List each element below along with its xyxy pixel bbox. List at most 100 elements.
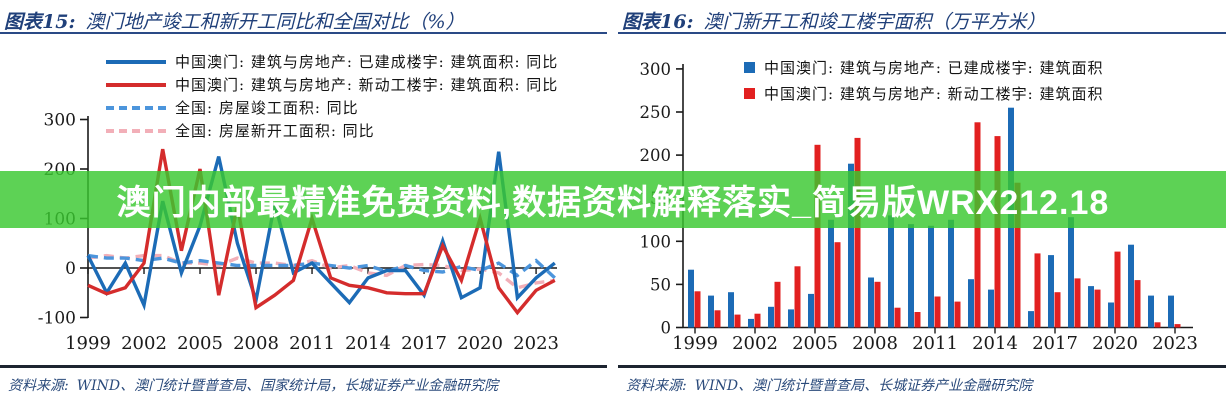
bar-new-starts [1134, 280, 1141, 328]
bar-completed [768, 306, 774, 328]
right-figure-label: 图表16: [622, 11, 694, 33]
left-source-text: WIND、澳门统计暨普查局、国家统计局，长城证券产业金融研究院 [76, 378, 499, 394]
legend-item: 中国澳门: 建筑与房地产: 已建成楼宇: 建筑面积 [744, 54, 1103, 80]
bar-completed [1168, 295, 1174, 328]
bar-completed [1108, 302, 1114, 328]
left-x-tick-label: 2014 [345, 333, 391, 354]
bar-new-starts [774, 281, 781, 328]
bar-completed [928, 225, 934, 328]
bar-new-starts [1074, 278, 1081, 328]
right-x-tick-label: 1999 [672, 333, 718, 354]
bar-completed [748, 318, 754, 328]
right-x-tick-label: 2023 [1152, 333, 1198, 354]
left-title-underline [0, 32, 607, 34]
bar-new-starts [754, 313, 761, 328]
bar-completed [888, 215, 894, 328]
right-title-text: 澳门新开工和竣工楼宇面积（万平方米） [703, 11, 1046, 33]
bar-completed [1048, 255, 1054, 328]
legend-line-sample [106, 59, 166, 64]
left-series-1 [87, 148, 556, 316]
bar-completed [708, 295, 714, 328]
left-y-tick-label: 0 [65, 259, 76, 279]
right-title-underline [618, 32, 1226, 34]
right-y-tick-label: 100 [640, 232, 672, 251]
bar-new-starts [734, 314, 741, 328]
bar-completed [688, 269, 694, 328]
right-y-tick-label: 250 [640, 103, 672, 122]
bar-completed [948, 219, 954, 328]
right-source-rule [618, 365, 1226, 368]
right-y-tick-label: 300 [640, 60, 672, 79]
bar-completed [1148, 295, 1154, 328]
bar-new-starts [854, 137, 861, 328]
overlay-banner: 澳门内部最精准免费资料,数据资料解释落实_简易版WRX212.18 [0, 171, 1226, 228]
legend-item: 中国澳门: 建筑与房地产: 新动工楼宇: 建筑面积: 同比 [106, 73, 558, 96]
bar-new-starts [934, 296, 941, 328]
right-y-tick-label: 50 [650, 275, 671, 294]
right-source-line: 资料来源: WIND、澳门统计暨普查局、长城证券产业金融研究院 [626, 375, 1032, 395]
overlay-banner-text: 澳门内部最精准免费资料,数据资料解释落实_简易版WRX212.18 [116, 184, 1110, 222]
left-y-tick-label: -100 [38, 309, 76, 329]
left-x-tick-label: 1999 [65, 333, 111, 354]
right-source-label: 资料来源: [626, 378, 687, 394]
left-source-line: 资料来源: WIND、澳门统计暨普查局、国家统计局，长城证券产业金融研究院 [8, 375, 498, 395]
legend-item: 中国澳门: 建筑与房地产: 新动工楼宇: 建筑面积 [744, 80, 1103, 106]
right-chart-legend: 中国澳门: 建筑与房地产: 已建成楼宇: 建筑面积 中国澳门: 建筑与房地产: 新… [744, 54, 1103, 106]
legend-line-sample [106, 82, 166, 87]
legend-line-sample [106, 128, 166, 133]
left-chart-legend: 中国澳门: 建筑与房地产: 已建成楼宇: 建筑面积: 同比中国澳门: 建筑与房地… [106, 50, 558, 142]
right-y-tick-label: 200 [640, 146, 672, 165]
legend-line-sample [106, 105, 166, 110]
bar-new-starts [834, 242, 841, 328]
right-x-tick-label: 2011 [912, 333, 958, 354]
left-x-tick-label: 2008 [233, 333, 279, 354]
legend-label: 中国澳门: 建筑与房地产: 已建成楼宇: 建筑面积: 同比 [175, 53, 559, 71]
bar-new-starts [894, 307, 901, 328]
left-y-tick-label: 300 [44, 111, 76, 131]
bar-new-starts [1034, 253, 1041, 328]
left-x-tick-label: 2020 [457, 333, 503, 354]
left-x-tick-label: 2011 [289, 333, 335, 354]
bar-new-starts [1094, 289, 1101, 328]
bar-completed [1088, 286, 1094, 328]
bar-new-starts [1114, 251, 1121, 328]
left-x-tick-label: 2017 [401, 333, 447, 354]
right-source-text: WIND、澳门统计暨普查局、长城证券产业金融研究院 [694, 378, 1033, 394]
bar-completed [908, 224, 914, 328]
left-x-tick-label: 2002 [121, 333, 167, 354]
left-line-chart: 3002001000-10019992002200520082011201420… [38, 111, 559, 355]
legend-label: 中国澳门: 建筑与房地产: 已建成楼宇: 建筑面积 [764, 58, 1104, 77]
bar-new-starts [994, 136, 1001, 328]
bar-completed [988, 289, 994, 328]
legend-item: 全国: 房屋竣工面积: 同比 [106, 96, 558, 119]
bar-completed [1068, 217, 1074, 328]
right-x-tick-label: 2008 [852, 333, 898, 354]
bar-new-starts [1154, 322, 1161, 328]
right-x-tick-label: 2005 [792, 333, 838, 354]
bar-completed [1128, 244, 1134, 328]
bar-new-starts [954, 301, 961, 328]
bar-new-starts [1054, 292, 1061, 328]
legend-item: 中国澳门: 建筑与房地产: 已建成楼宇: 建筑面积: 同比 [106, 50, 558, 73]
bar-completed [828, 219, 834, 328]
right-x-tick-label: 2002 [732, 333, 778, 354]
right-x-tick-label: 2020 [1092, 333, 1138, 354]
bar-new-starts [794, 266, 801, 328]
right-x-tick-label: 2014 [972, 333, 1018, 354]
bar-completed [728, 292, 734, 328]
legend-swatch [744, 87, 755, 99]
legend-label: 全国: 房屋新开工面积: 同比 [175, 122, 375, 140]
bar-completed [788, 309, 794, 328]
legend-label: 中国澳门: 建筑与房地产: 新动工楼宇: 建筑面积 [764, 84, 1104, 103]
bar-completed [868, 277, 874, 328]
legend-swatch [744, 61, 755, 73]
bar-new-starts [874, 281, 881, 328]
right-y-tick-label: 0 [661, 319, 672, 338]
bar-new-starts [1174, 324, 1181, 328]
bar-new-starts [1014, 182, 1021, 328]
legend-label: 全国: 房屋竣工面积: 同比 [175, 99, 359, 117]
left-source-rule [0, 365, 607, 368]
right-x-tick-label: 2017 [1032, 333, 1078, 354]
